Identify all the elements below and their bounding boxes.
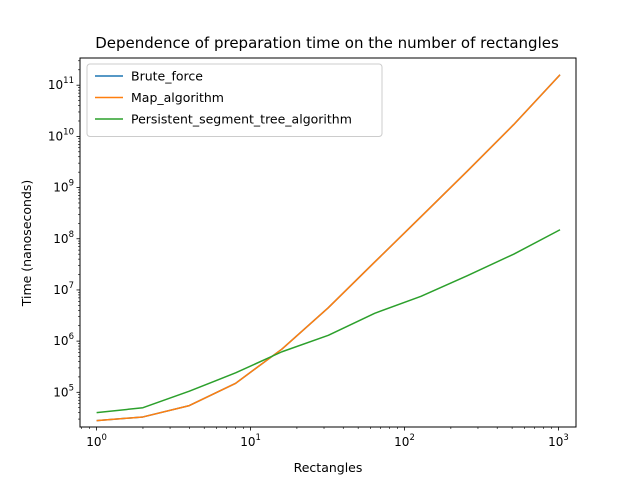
- x-axis-ticks: 100 101 102 103: [81, 427, 569, 449]
- legend-label-1: Brute_force: [131, 69, 203, 84]
- y-tick-label: 105: [53, 383, 74, 399]
- series-line-2: [96, 74, 561, 422]
- legend: Brute_force Map_algorithm Persistent_segme…: [86, 63, 383, 137]
- x-tick-label: 102: [394, 433, 415, 449]
- legend-label-2: Map_algorithm: [131, 90, 224, 105]
- legend-label-3: Persistent_segment_tree_algorithm: [131, 112, 352, 127]
- x-tick-label: 103: [548, 433, 569, 449]
- y-tick-label: 1011: [48, 76, 74, 92]
- plot-lines: [96, 74, 561, 422]
- x-tick-label: 101: [240, 433, 261, 449]
- y-tick-label: 108: [53, 230, 74, 246]
- y-axis-label: Time (nanoseconds): [19, 180, 34, 308]
- y-tick-label: 106: [53, 332, 74, 348]
- y-tick-label: 1010: [48, 127, 74, 143]
- x-axis-label: Rectangles: [294, 460, 363, 475]
- y-axis-ticks: 105 106 107 108 109 1010 1011: [48, 60, 80, 420]
- series-line-3: [96, 229, 561, 414]
- legend-box: [86, 63, 383, 137]
- y-tick-label: 109: [53, 179, 74, 195]
- y-tick-label: 107: [53, 281, 74, 297]
- chart-title: Dependence of preparation time on the nu…: [95, 34, 559, 52]
- x-tick-label: 100: [86, 433, 107, 449]
- plot-frame: [79, 57, 577, 428]
